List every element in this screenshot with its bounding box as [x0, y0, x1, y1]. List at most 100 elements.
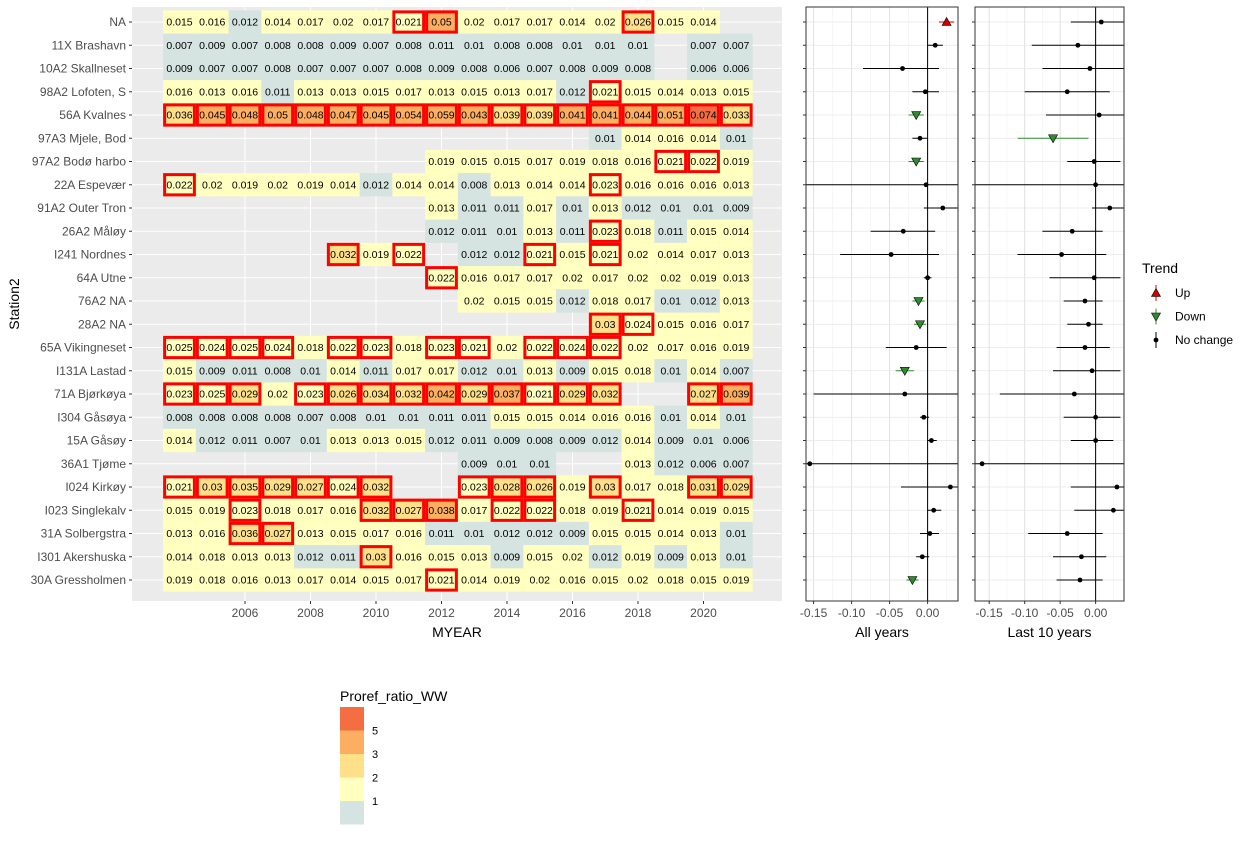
heatmap-cell: [490, 521, 524, 546]
heatmap-cell: [523, 173, 557, 197]
heatmap-cell: [457, 382, 491, 406]
heatmap-highlight-box: [392, 103, 426, 127]
heatmap-cell: [490, 428, 524, 453]
heatmap-highlight-box: [359, 498, 393, 522]
heatmap-cell-value: 0.009: [494, 551, 520, 563]
trend-legend-down-icon: [1150, 312, 1162, 322]
heatmap-highlight-box: [588, 335, 622, 360]
heatmap-cell: [490, 335, 524, 360]
heatmap-cell: [326, 335, 360, 360]
heatmap-cell-value: 0.007: [232, 63, 258, 75]
heatmap-cell: [588, 521, 622, 546]
heatmap-highlight-box: [523, 242, 557, 267]
heatmap-cell-value: 0.013: [363, 435, 389, 447]
heatmap-cell: [490, 56, 524, 81]
heatmap-highlight-box: [588, 80, 622, 104]
y-axis-tick-label: 97A2 Bodø harbo: [32, 155, 126, 169]
heatmap-highlight-box: [261, 475, 295, 499]
heatmap-cell: [490, 80, 524, 104]
heatmap-cell: [654, 289, 688, 313]
forest-last-10-years-point: [1087, 66, 1093, 71]
heatmap-highlight-box: [261, 103, 295, 127]
heatmap-cell: [195, 56, 229, 81]
forest-all-years-point: [929, 438, 934, 443]
heatmap-cell: [654, 10, 688, 34]
heatmap-cell: [392, 103, 426, 127]
heatmap-cell-value: 0.02: [562, 272, 583, 284]
heatmap-cell: [261, 428, 295, 453]
heatmap-cell-value: 0.011: [429, 412, 455, 424]
heatmap-cell: [719, 568, 753, 592]
heatmap-cell: [719, 80, 753, 104]
heatmap-cell: [261, 405, 295, 429]
heatmap-cell-value: 0.03: [366, 551, 387, 563]
color-legend-label: 2: [372, 773, 378, 785]
heatmap-cell: [163, 33, 196, 57]
heatmap-highlight-box: [588, 219, 622, 243]
heatmap-cell-value: 0.018: [658, 482, 684, 494]
heatmap-cell-value: 0.032: [363, 482, 389, 494]
heatmap-highlight-box: [195, 103, 229, 127]
heatmap-cell-value: 0.017: [527, 86, 553, 98]
heatmap-cell: [359, 568, 393, 592]
heatmap-cell: [556, 545, 589, 569]
heatmap-cell: [621, 242, 655, 267]
heatmap-cell-value: 0.008: [199, 412, 225, 424]
heatmap-cell: [425, 149, 458, 174]
y-axis-tick-label: I024 Kirkøy: [65, 480, 126, 494]
forest-all-years-point: [948, 484, 953, 490]
heatmap-cell-value: 0.016: [396, 551, 422, 563]
heatmap-cell: [654, 452, 688, 476]
heatmap-cell: [687, 359, 720, 383]
heatmap-highlight-box: [425, 10, 458, 34]
heatmap-highlight-box: [228, 521, 262, 546]
forest-all-years-point: [900, 228, 906, 234]
heatmap-cell-value: 0.011: [494, 203, 520, 215]
heatmap-cell-value: 0.016: [559, 575, 585, 587]
heatmap-cell: [228, 359, 262, 383]
heatmap-cell: [490, 173, 524, 197]
color-legend-title: Proref_ratio_WW: [340, 688, 448, 704]
y-axis-tick-label: 36A1 Tjøme: [61, 457, 126, 471]
heatmap-cell-value: 0.011: [429, 528, 455, 540]
heatmap-cell: [523, 452, 557, 476]
forest-last-10-years-point: [1091, 159, 1097, 164]
heatmap-cell: [556, 498, 589, 522]
heatmap-cell-value: 0.042: [428, 389, 454, 401]
heatmap-highlight-box: [228, 475, 262, 499]
heatmap-cell-value: 0.016: [199, 528, 225, 540]
heatmap-highlight-box: [163, 335, 196, 360]
heatmap-cell: [228, 405, 262, 429]
heatmap-cell-value: 0.008: [330, 412, 356, 424]
heatmap-highlight-box: [392, 10, 426, 34]
heatmap-cell-value: 0.02: [530, 575, 551, 587]
heatmap-cell-value: 0.007: [166, 40, 192, 52]
heatmap-cell: [621, 335, 655, 360]
heatmap-cell-value: 0.008: [494, 40, 520, 52]
heatmap-cell-value: 0.02: [497, 342, 518, 354]
y-axis-tick-label: I131A Lastad: [56, 364, 126, 378]
heatmap-cell: [654, 173, 688, 197]
heatmap-cell-value: 0.01: [562, 203, 583, 215]
heatmap-cell: [687, 126, 720, 150]
heatmap-cell: [261, 475, 295, 499]
heatmap-cell-value: 0.022: [527, 342, 553, 354]
heatmap-cell-value: 0.014: [658, 528, 684, 540]
heatmap-highlight-box: [687, 103, 720, 127]
heatmap-cell-value: 0.017: [527, 17, 553, 29]
heatmap-cell-value: 0.013: [690, 528, 716, 540]
heatmap-cell: [621, 266, 655, 290]
heatmap-cell-value: 0.008: [297, 40, 323, 52]
heatmap-cell-value: 0.015: [363, 575, 389, 587]
heatmap-cell-value: 0.008: [265, 412, 291, 424]
heatmap-cell: [195, 103, 229, 127]
heatmap-cell-value: 0.016: [396, 528, 422, 540]
heatmap-cell: [687, 568, 720, 592]
forest-all-years-point: [927, 531, 933, 536]
forest-all-years-point: [940, 205, 946, 211]
heatmap-cell-value: 0.015: [723, 86, 749, 98]
heatmap-cell-value: 0.013: [166, 528, 192, 540]
heatmap-cell: [687, 266, 720, 290]
heatmap-cell: [556, 266, 589, 290]
heatmap-cell-value: 0.013: [527, 365, 553, 377]
